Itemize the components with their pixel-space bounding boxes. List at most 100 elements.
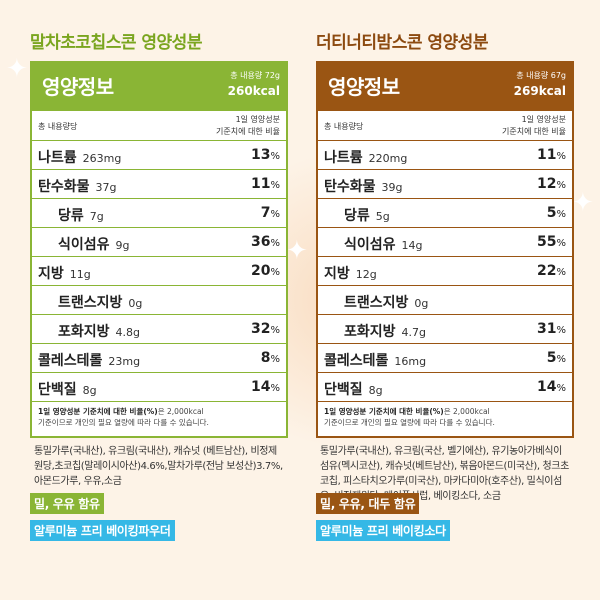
nutrient-row: 탄수화물 37g 11% bbox=[32, 170, 286, 199]
nutrient-name: 당류 5g bbox=[344, 208, 390, 224]
nutrient-percent: 5% bbox=[546, 205, 566, 221]
nutrient-amount: 39g bbox=[381, 181, 403, 194]
nutrient-amount: 263mg bbox=[82, 152, 122, 165]
nutrient-row: 단백질 8g 14% bbox=[318, 373, 572, 402]
nutrition-label: 영양정보 bbox=[328, 75, 400, 99]
nutrient-amount: 220mg bbox=[368, 152, 408, 165]
ingredients-list: 통밀가루(국내산), 유크림(국내산), 캐슈넛 (베트남산), 비정제원당,초… bbox=[34, 446, 283, 487]
nutrient-row: 식이섬유 14g 55% bbox=[318, 228, 572, 257]
nutrient-percent: 36% bbox=[251, 234, 280, 250]
panel-matcha: 말차초코칩스콘 영양성분 영양정보 총 내용량 72g 260kcal 총 내용… bbox=[30, 28, 288, 489]
nutrient-name: 포화지방 4.7g bbox=[344, 324, 427, 340]
nutrient-name: 단백질 8g bbox=[38, 382, 97, 398]
nutrient-amount: 37g bbox=[95, 181, 117, 194]
daily-ref-label: 1일 영양성분 기준치에 대한 비율 bbox=[502, 115, 566, 136]
nutrient-row: 당류 5g 5% bbox=[318, 199, 572, 228]
nutrient-percent: 13% bbox=[251, 147, 280, 163]
nutrient-percent: 20% bbox=[251, 263, 280, 279]
nutrition-subheader: 총 내용량당 1일 영양성분 기준치에 대한 비율 bbox=[318, 111, 572, 141]
kcal-value: 260kcal bbox=[227, 84, 280, 98]
nutrient-row: 포화지방 4.7g 31% bbox=[318, 315, 572, 344]
aluminum-free-badge: 알루미늄 프리 베이킹파우더 bbox=[30, 520, 175, 541]
allergy-badge: 밀, 우유, 대두 함유 bbox=[316, 493, 420, 514]
nutrient-amount: 0g bbox=[128, 297, 143, 310]
nutrient-row: 나트륨 220mg 11% bbox=[318, 141, 572, 170]
nutrition-subheader: 총 내용량당 1일 영양성분 기준치에 대한 비율 bbox=[32, 111, 286, 141]
nutrient-percent: 14% bbox=[537, 379, 566, 395]
nutrient-percent: 55% bbox=[537, 234, 566, 250]
nutrient-name: 지방 11g bbox=[38, 266, 91, 282]
nutrient-percent: 31% bbox=[537, 321, 566, 337]
nutrient-amount: 7g bbox=[89, 210, 104, 223]
nutrient-row: 포화지방 4.8g 32% bbox=[32, 315, 286, 344]
daily-ref-label: 1일 영양성분 기준치에 대한 비율 bbox=[216, 115, 280, 136]
nutrition-label: 영양정보 bbox=[42, 75, 114, 99]
nutrient-name: 식이섬유 14g bbox=[344, 237, 423, 253]
panel-title: 더티너티밤스콘 영양성분 bbox=[316, 33, 488, 53]
nutrient-name: 단백질 8g bbox=[324, 382, 383, 398]
nutrient-amount: 11g bbox=[69, 268, 91, 281]
nutrient-row: 지방 12g 22% bbox=[318, 257, 572, 286]
panel-chestnut: 더티너티밤스콘 영양성분 영양정보 총 내용량 67g 269kcal 총 내용… bbox=[316, 28, 574, 504]
nutrient-row: 콜레스테롤 16mg 5% bbox=[318, 344, 572, 373]
nutrient-row: 단백질 8g 14% bbox=[32, 373, 286, 402]
nutrition-header: 영양정보 총 내용량 67g 269kcal bbox=[318, 63, 572, 111]
nutrient-amount: 0g bbox=[414, 297, 429, 310]
nutrient-percent: 12% bbox=[537, 176, 566, 192]
nutrient-row: 콜레스테롤 23mg 8% bbox=[32, 344, 286, 373]
nutrient-row: 탄수화물 39g 12% bbox=[318, 170, 572, 199]
nutrient-name: 트랜스지방 0g bbox=[58, 295, 143, 311]
nutrient-amount: 14g bbox=[401, 239, 423, 252]
nutrient-percent: 7% bbox=[260, 205, 280, 221]
nutrient-amount: 4.8g bbox=[115, 326, 141, 339]
nutrient-amount: 4.7g bbox=[401, 326, 427, 339]
sparkle-icon: ✦ bbox=[572, 188, 594, 218]
sparkle-icon: ✦ bbox=[286, 236, 308, 266]
nutrient-row: 지방 11g 20% bbox=[32, 257, 286, 286]
kcal-value: 269kcal bbox=[513, 84, 566, 98]
nutrient-amount: 16mg bbox=[394, 355, 427, 368]
nutrient-percent: 11% bbox=[251, 176, 280, 192]
nutrition-header: 영양정보 총 내용량 72g 260kcal bbox=[32, 63, 286, 111]
nutrient-name: 식이섬유 9g bbox=[58, 237, 130, 253]
nutrient-amount: 12g bbox=[355, 268, 377, 281]
nutrient-row: 당류 7g 7% bbox=[32, 199, 286, 228]
nutrient-name: 탄수화물 39g bbox=[324, 179, 403, 195]
nutrient-row: 트랜스지방 0g bbox=[318, 286, 572, 315]
nutrient-name: 나트륨 220mg bbox=[324, 150, 408, 166]
nutrient-amount: 8g bbox=[368, 384, 383, 397]
nutrient-name: 나트륨 263mg bbox=[38, 150, 122, 166]
nutrient-amount: 5g bbox=[375, 210, 390, 223]
nutrient-row: 식이섬유 9g 36% bbox=[32, 228, 286, 257]
nutrient-amount: 9g bbox=[115, 239, 130, 252]
nutrient-name: 트랜스지방 0g bbox=[344, 295, 429, 311]
nutrient-name: 콜레스테롤 16mg bbox=[324, 353, 427, 369]
total-amount: 총 내용량 72g bbox=[230, 71, 280, 80]
panel-title: 말차초코칩스콘 영양성분 bbox=[30, 33, 202, 53]
nutrient-percent: 22% bbox=[537, 263, 566, 279]
nutrient-amount: 8g bbox=[82, 384, 97, 397]
basis-label: 총 내용량당 bbox=[38, 122, 78, 131]
nutrition-facts-box: 영양정보 총 내용량 72g 260kcal 총 내용량당 1일 영양성분 기준치… bbox=[30, 61, 288, 438]
nutrition-facts-box: 영양정보 총 내용량 67g 269kcal 총 내용량당 1일 영양성분 기준치… bbox=[316, 61, 574, 438]
nutrient-percent: 11% bbox=[537, 147, 566, 163]
nutrient-name: 포화지방 4.8g bbox=[58, 324, 141, 340]
nutrient-percent: 32% bbox=[251, 321, 280, 337]
nutrient-amount: 23mg bbox=[108, 355, 141, 368]
nutrient-row: 나트륨 263mg 13% bbox=[32, 141, 286, 170]
daily-value-note: 1일 영양성분 기준치에 대한 비율(%)은 2,000kcal 기준이므로 개인… bbox=[324, 407, 495, 427]
sparkle-icon: ✦ bbox=[6, 54, 28, 84]
nutrient-name: 탄수화물 37g bbox=[38, 179, 117, 195]
nutrient-percent: 5% bbox=[546, 350, 566, 366]
nutrient-name: 지방 12g bbox=[324, 266, 377, 282]
nutrient-percent: 14% bbox=[251, 379, 280, 395]
total-amount: 총 내용량 67g bbox=[516, 71, 566, 80]
nutrient-name: 당류 7g bbox=[58, 208, 104, 224]
aluminum-free-badge: 알루미늄 프리 베이킹소다 bbox=[316, 520, 450, 541]
basis-label: 총 내용량당 bbox=[324, 122, 364, 131]
nutrient-name: 콜레스테롤 23mg bbox=[38, 353, 141, 369]
nutrient-row: 트랜스지방 0g bbox=[32, 286, 286, 315]
nutrient-percent: 8% bbox=[260, 350, 280, 366]
daily-value-note: 1일 영양성분 기준치에 대한 비율(%)은 2,000kcal 기준이므로 개인… bbox=[38, 407, 209, 427]
allergy-badge: 밀, 우유 함유 bbox=[30, 493, 104, 514]
